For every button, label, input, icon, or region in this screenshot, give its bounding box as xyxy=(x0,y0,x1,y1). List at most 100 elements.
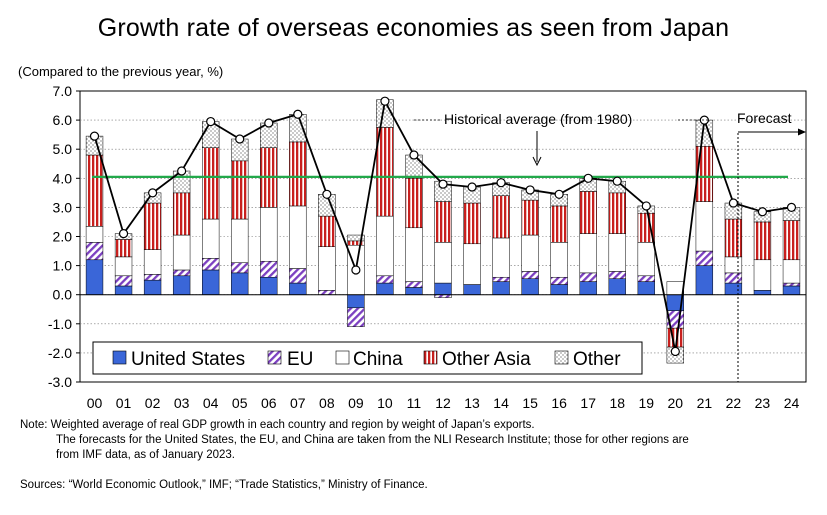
total-marker xyxy=(380,96,390,106)
bar-eu xyxy=(782,282,801,287)
bar-other-asia xyxy=(405,178,423,229)
bar-china xyxy=(521,234,539,272)
total-marker xyxy=(89,131,100,141)
bar-china xyxy=(608,233,626,272)
bar-united-states xyxy=(695,265,714,295)
bar-china xyxy=(753,259,772,291)
legend-label-eu: EU xyxy=(287,349,313,370)
note-line-1: Note: Weighted average of real GDP growt… xyxy=(20,419,535,431)
total-marker xyxy=(293,109,303,119)
total-marker xyxy=(206,116,216,127)
bar-united-states xyxy=(521,278,539,295)
y-tick-label: 1.0 xyxy=(53,258,73,274)
x-tick-label: 16 xyxy=(551,395,567,410)
y-tick-label: 2.0 xyxy=(53,229,73,245)
bar-other-asia xyxy=(202,147,220,220)
bar-eu xyxy=(376,275,394,284)
bar-united-states xyxy=(550,284,568,295)
total-marker xyxy=(612,176,622,186)
bar-eu xyxy=(492,276,510,282)
total-marker xyxy=(786,202,797,212)
total-marker xyxy=(322,189,332,199)
bar-china xyxy=(724,256,743,274)
total-marker xyxy=(670,346,680,357)
historical-average-arrowhead xyxy=(532,156,542,167)
bar-eu xyxy=(579,272,597,282)
x-tick-label: 05 xyxy=(232,395,248,410)
y-tick-label: -2.0 xyxy=(48,345,72,361)
bar-china xyxy=(666,281,684,295)
bar-china xyxy=(434,242,452,284)
forecast-label: Forecast xyxy=(737,110,792,126)
bar-other-asia xyxy=(85,154,104,227)
total-marker xyxy=(467,182,477,192)
bar-china xyxy=(695,201,714,252)
bar-united-states xyxy=(289,282,307,295)
chart-title: Growth rate of overseas economies as see… xyxy=(97,14,730,42)
legend: United States EU China Other Asia Other xyxy=(92,341,643,375)
x-tick-label: 14 xyxy=(493,395,509,410)
total-marker xyxy=(728,198,739,208)
bar-united-states xyxy=(114,285,133,295)
note-line-3: from IMF data, as of January 2023. xyxy=(56,449,235,461)
y-tick-label: 7.0 xyxy=(53,83,73,99)
bar-united-states xyxy=(492,281,510,295)
bar-eu xyxy=(85,242,104,261)
bar-china xyxy=(143,249,162,275)
legend-swatch-eu xyxy=(267,350,282,365)
bar-eu xyxy=(521,271,539,279)
x-axis-label: (Year) xyxy=(770,409,808,410)
bar-united-states xyxy=(376,282,394,295)
x-tick-label: 22 xyxy=(726,395,742,410)
x-tick-label: 04 xyxy=(203,395,219,410)
bar-other-asia xyxy=(289,141,307,207)
bar-other-asia xyxy=(114,239,133,258)
x-tick-label: 19 xyxy=(638,395,654,410)
bar-united-states xyxy=(434,282,452,295)
bar-china xyxy=(172,234,191,271)
bar-united-states xyxy=(753,290,772,295)
x-tick-label: 24 xyxy=(784,395,800,410)
total-marker xyxy=(496,178,506,188)
legend-label-other-asia: Other Asia xyxy=(442,349,531,370)
x-tick-label: 09 xyxy=(348,395,364,410)
x-tick-label: 06 xyxy=(261,395,277,410)
x-tick-label: 15 xyxy=(522,395,538,410)
x-tick-label: 07 xyxy=(290,395,306,410)
bar-eu xyxy=(347,307,365,327)
bar-united-states xyxy=(782,285,801,295)
total-marker xyxy=(235,134,245,144)
total-marker xyxy=(148,188,158,198)
bar-china xyxy=(463,243,481,285)
y-tick-label: 0.0 xyxy=(53,287,73,303)
legend-label-united-states: United States xyxy=(131,349,245,370)
forecast-arrowhead xyxy=(798,128,806,136)
bar-china xyxy=(231,218,249,263)
bar-other-asia xyxy=(463,202,481,245)
total-marker xyxy=(641,201,651,211)
bar-united-states xyxy=(231,272,249,295)
total-marker xyxy=(438,179,448,189)
bar-eu xyxy=(289,268,307,284)
total-marker xyxy=(118,228,129,239)
bar-other-asia xyxy=(172,192,191,236)
bar-china xyxy=(376,215,394,277)
bar-other-asia xyxy=(231,160,249,220)
bar-eu xyxy=(695,250,714,266)
x-tick-label: 02 xyxy=(145,395,161,410)
y-tick-label: 6.0 xyxy=(53,112,73,128)
bar-united-states xyxy=(172,275,191,295)
total-marker xyxy=(177,166,187,176)
bar-other-asia xyxy=(521,199,539,236)
y-tick-label: -3.0 xyxy=(48,374,72,390)
bar-china xyxy=(289,205,307,269)
bar-united-states xyxy=(260,276,278,295)
bar-other-asia xyxy=(724,218,743,258)
bar-china xyxy=(405,227,423,282)
bar-china xyxy=(260,207,278,262)
legend-swatch-united-states xyxy=(112,350,127,365)
total-marker xyxy=(525,185,535,195)
x-tick-label: 17 xyxy=(580,395,596,410)
x-tick-label: 01 xyxy=(116,395,132,410)
bar-other-asia xyxy=(492,195,510,239)
